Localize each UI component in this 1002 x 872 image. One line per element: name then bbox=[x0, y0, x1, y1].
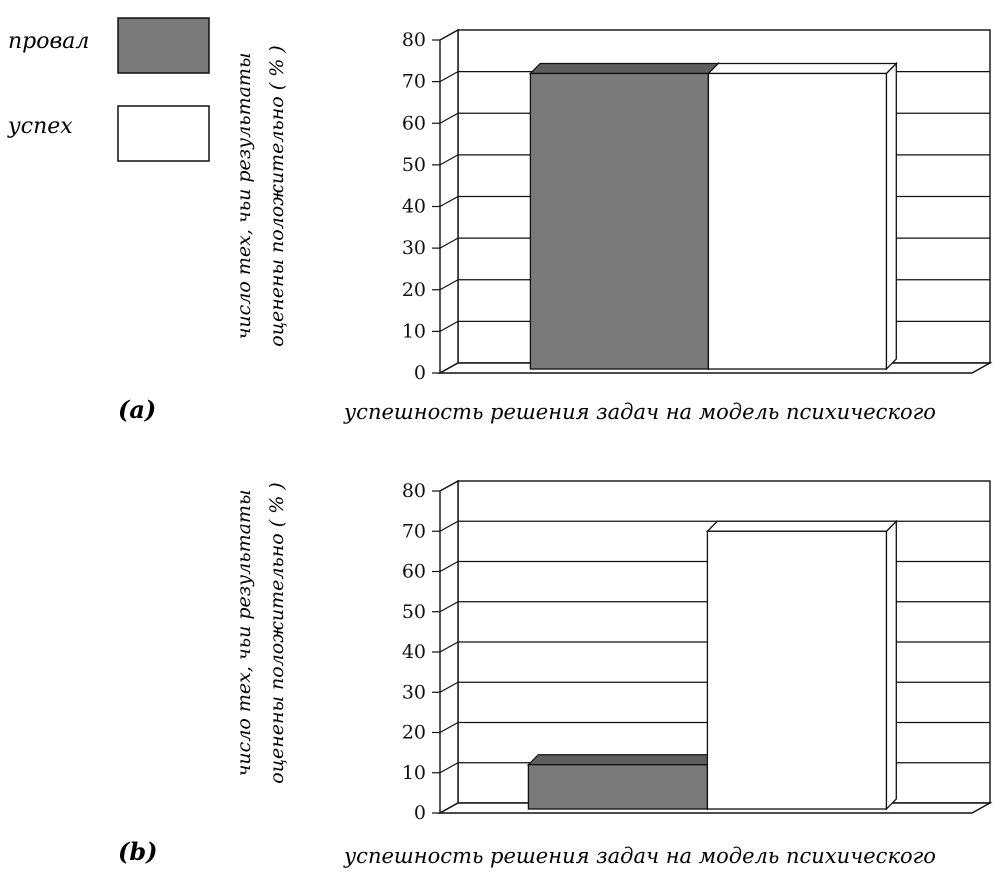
gridline-side-a-50 bbox=[439, 154, 459, 166]
gridline-side-b-70 bbox=[439, 520, 459, 532]
ytick-label-b-50: 50 bbox=[402, 601, 426, 623]
bar-b-провал bbox=[527, 764, 709, 810]
gridline-side-a-10 bbox=[439, 320, 459, 332]
bar-side-a-успех bbox=[885, 61, 897, 371]
bar-b-успех bbox=[706, 530, 888, 810]
gridline-side-a-30 bbox=[439, 237, 459, 249]
ytick-label-b-70: 70 bbox=[402, 520, 426, 542]
chart-panel-a: число тех, чьи результаты оценены положи… bbox=[118, 28, 993, 424]
ytick-label-b-80: 80 bbox=[402, 480, 426, 502]
ytick-label-b-0: 0 bbox=[414, 802, 426, 824]
bar-a-провал bbox=[529, 72, 710, 370]
ytick-label-a-60: 60 bbox=[402, 112, 426, 134]
gridline-side-b-50 bbox=[439, 601, 459, 613]
ylabel-a-line2: оценены положительно ( % ) bbox=[266, 45, 288, 346]
legend-label-fail: провал bbox=[8, 29, 89, 54]
ytick-label-b-10: 10 bbox=[402, 762, 426, 784]
ytick-label-a-30: 30 bbox=[402, 237, 426, 259]
ytick-label-a-40: 40 bbox=[402, 196, 426, 218]
gridline-side-b-20 bbox=[439, 721, 459, 734]
ytick-label-a-80: 80 bbox=[402, 29, 426, 51]
ytick-label-b-40: 40 bbox=[402, 641, 426, 663]
ytick-label-a-0: 0 bbox=[414, 362, 426, 384]
ytick-label-a-20: 20 bbox=[402, 279, 426, 301]
gridline-side-a-20 bbox=[439, 279, 459, 291]
bar-top-b-успех bbox=[705, 520, 898, 532]
ytick-label-a-50: 50 bbox=[402, 154, 426, 176]
gridline-side-a-40 bbox=[439, 195, 459, 208]
gridline-side-b-30 bbox=[439, 681, 459, 693]
bar-a-успех bbox=[707, 72, 888, 370]
legend: провал успех bbox=[7, 17, 210, 162]
gridline-side-b-10 bbox=[439, 762, 459, 774]
panel-label-a: (a) bbox=[118, 395, 156, 424]
panel-label-b: (b) bbox=[118, 837, 158, 866]
gridline-side-a-60 bbox=[439, 112, 459, 124]
gridline-side-a-70 bbox=[439, 71, 459, 83]
ytick-label-a-10: 10 bbox=[402, 320, 426, 342]
legend-swatch-success bbox=[117, 105, 210, 162]
bar-side-b-успех bbox=[885, 519, 897, 811]
ytick-label-b-30: 30 bbox=[402, 681, 426, 703]
legend-label-success: успех bbox=[7, 114, 73, 139]
legend-swatch-fail bbox=[117, 17, 210, 74]
ytick-label-b-20: 20 bbox=[402, 722, 426, 744]
bar-top-a-провал bbox=[528, 62, 720, 75]
ytick-label-b-60: 60 bbox=[402, 561, 426, 583]
bar-top-a-успех bbox=[706, 62, 898, 75]
gridline-side-b-60 bbox=[439, 560, 459, 573]
bar-top-b-провал bbox=[526, 754, 719, 766]
ylabel-a-line1: число тех, чьи результаты bbox=[233, 53, 255, 340]
chart-panel-b: число тех, чьи результаты оценены положи… bbox=[118, 479, 993, 868]
gridline-side-b-40 bbox=[439, 641, 459, 653]
xlabel-b: успешность решения задач на модель психи… bbox=[343, 844, 936, 868]
ytick-label-a-70: 70 bbox=[402, 71, 426, 93]
xlabel-a: успешность решения задач на модель психи… bbox=[343, 400, 936, 424]
ylabel-b-line1: число тех, чьи результаты bbox=[233, 490, 255, 777]
ylabel-b-line2: оценены положительно ( % ) bbox=[266, 482, 288, 783]
